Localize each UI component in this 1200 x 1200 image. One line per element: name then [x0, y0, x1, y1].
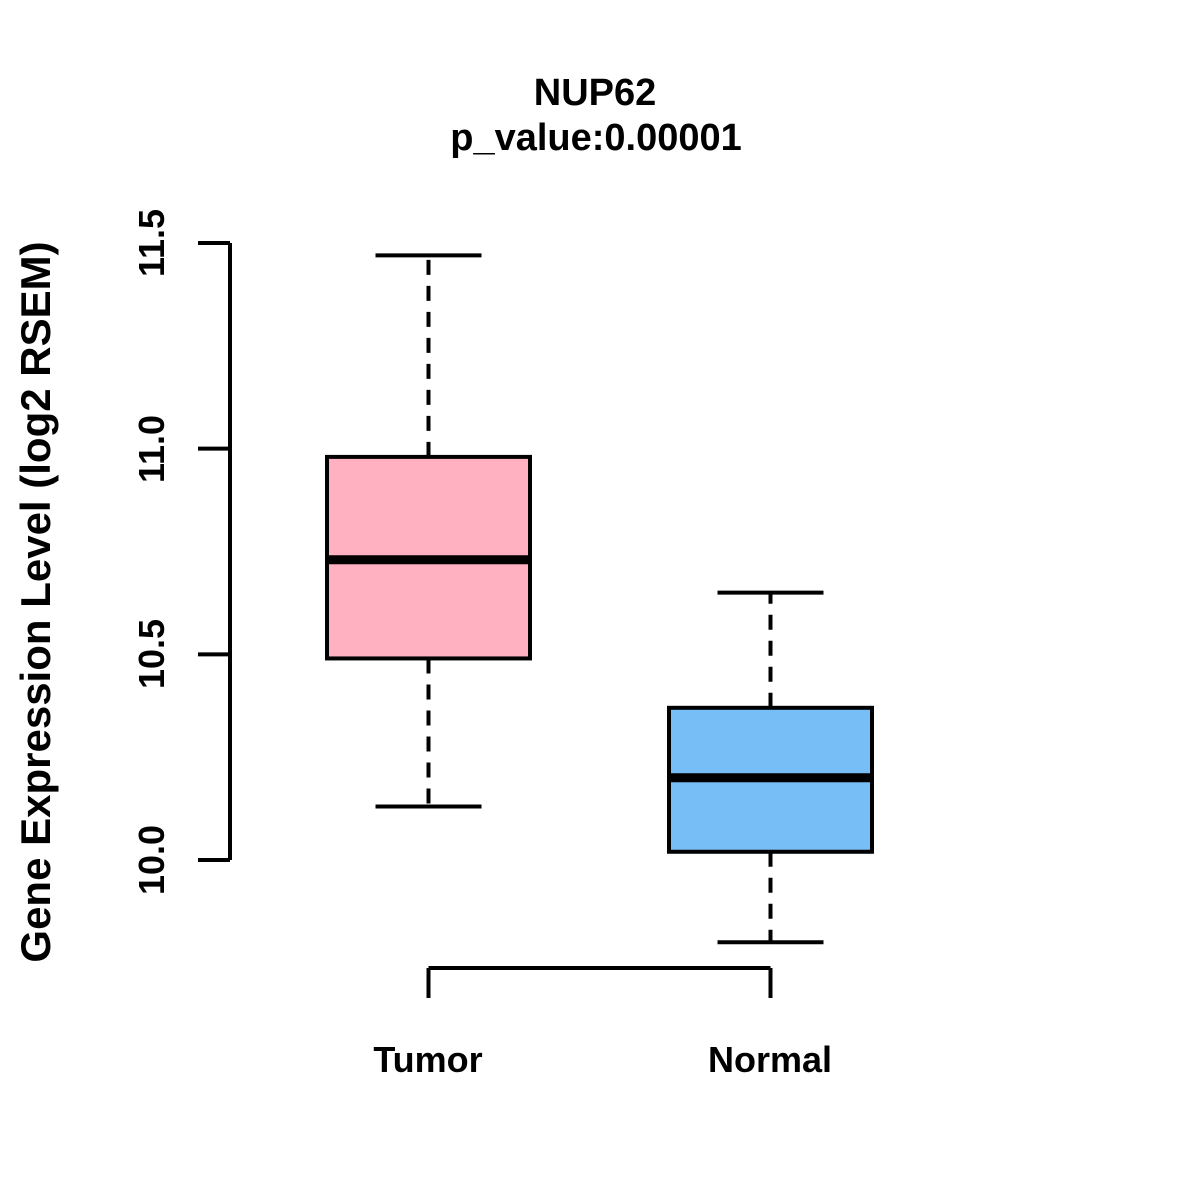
chart-title: NUP62 — [533, 72, 657, 114]
y-tick-label: 11.0 — [131, 414, 172, 483]
x-category-label-normal: Normal — [707, 1039, 833, 1080]
y-axis-title: Gene Expression Level (log2 RSEM) — [12, 241, 59, 963]
y-tick-label: 10.5 — [131, 619, 172, 690]
x-category-label-tumor: Tumor — [373, 1039, 483, 1080]
y-tick-label: 10.0 — [131, 824, 172, 896]
chart-subtitle: p_value:0.00001 — [450, 117, 742, 159]
y-tick-label: 11.5 — [131, 208, 172, 278]
